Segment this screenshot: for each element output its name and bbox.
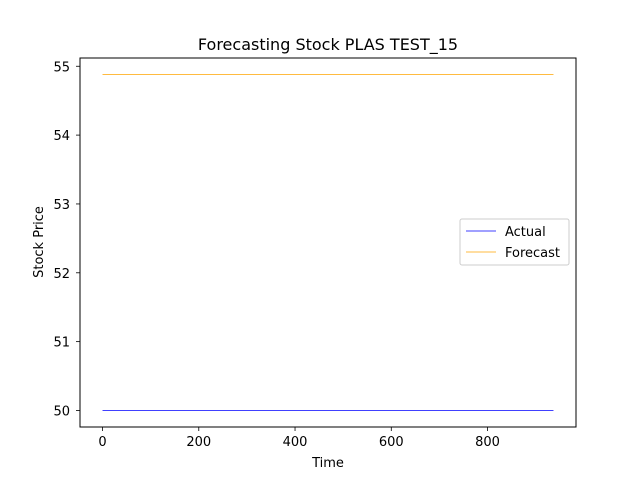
plot-frame xyxy=(79,57,577,428)
y-tick-label: 52 xyxy=(53,267,70,282)
y-tick-label: 53 xyxy=(53,198,70,213)
y-tick-label: 50 xyxy=(53,404,70,419)
legend-box xyxy=(459,218,570,266)
chart-title: Forecasting Stock PLAS TEST_15 xyxy=(198,35,458,55)
x-tick-label: 0 xyxy=(98,435,106,450)
y-tick-label: 51 xyxy=(53,336,70,351)
x-tick-label: 600 xyxy=(379,435,404,450)
x-tick-label: 400 xyxy=(283,435,308,450)
series-layer xyxy=(102,74,554,411)
y-axis-label: Stock Price xyxy=(32,206,47,278)
y-axis: 50 51 52 53 54 55 xyxy=(53,60,80,419)
legend-label-actual: Actual xyxy=(505,225,546,240)
legend-label-forecast: Forecast xyxy=(505,246,560,261)
legend: Actual Forecast xyxy=(459,218,570,266)
x-tick-label: 200 xyxy=(186,435,211,450)
x-axis: 0 200 400 600 800 xyxy=(98,427,500,450)
x-axis-label: Time xyxy=(311,456,344,471)
x-tick-label: 800 xyxy=(475,435,500,450)
y-tick-label: 54 xyxy=(53,129,70,144)
y-tick-label: 55 xyxy=(53,60,70,75)
